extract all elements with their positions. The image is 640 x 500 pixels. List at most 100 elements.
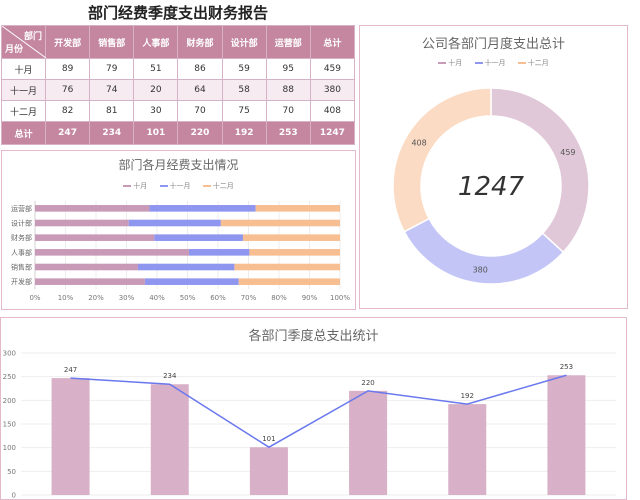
bar-segment — [128, 219, 221, 227]
expense-table: 部门 月份 开发部 销售部 人事部 财务部 设计部 运营部 总计 十月 89 7… — [1, 25, 356, 145]
legend-swatch — [202, 185, 211, 187]
legend-swatch — [517, 62, 526, 64]
donut-chart-panel: 公司各部门月度支出总计 十月 十一月 十二月 459 380 408 1247 — [359, 25, 628, 309]
bar-segment — [35, 263, 138, 271]
legend-item: 十二月 — [517, 59, 549, 67]
table-cell: 459 — [309, 58, 356, 80]
stacked-chart-title: 部门各月经费支出情况 — [118, 158, 239, 172]
corner-month-label: 月份 — [5, 45, 24, 55]
data-label: 234 — [163, 372, 177, 380]
bar-segment — [35, 205, 150, 212]
column-header: 财务部 — [177, 25, 223, 59]
bar-segment — [35, 249, 190, 256]
bar — [150, 384, 189, 495]
legend-item: 十月 — [438, 59, 462, 67]
table-corner-cell: 部门 月份 — [1, 25, 47, 59]
table-cell: 70 — [177, 100, 223, 122]
donut-chart-legend: 十月 十一月 十二月 — [360, 58, 627, 68]
bar — [547, 375, 586, 495]
column-header: 销售部 — [89, 25, 135, 59]
table-cell: 89 — [44, 58, 91, 80]
slice-value-label: 459 — [560, 148, 575, 157]
y-tick-label: 50 — [7, 468, 16, 476]
stacked-chart-legend: 十月 十一月 十二月 — [2, 181, 355, 191]
x-tick-label: 40% — [149, 294, 165, 302]
table-cell: 64 — [177, 79, 223, 101]
table-cell: 74 — [89, 79, 135, 101]
bar-segment — [238, 278, 340, 285]
legend-label: 十月 — [448, 59, 463, 67]
legend-item: 十一月 — [159, 182, 191, 190]
bar-segment — [234, 263, 340, 271]
x-tick-label: 30% — [119, 294, 135, 302]
y-tick-label: 运营部 — [11, 204, 32, 213]
donut-slice — [490, 87, 590, 254]
bar — [51, 378, 90, 495]
x-tick-label: 90% — [302, 294, 318, 302]
legend-label: 十月 — [133, 182, 148, 190]
legend-label: 十二月 — [527, 59, 549, 67]
series-line — [70, 374, 567, 449]
bar — [349, 390, 388, 495]
table-header-row: 部门 月份 开发部 销售部 人事部 财务部 设计部 运营部 总计 — [1, 25, 356, 59]
bar-segment — [242, 234, 340, 241]
table-cell: 86 — [177, 58, 223, 80]
y-tick-label: 财务部 — [11, 233, 32, 242]
row-label: 总计 — [1, 121, 46, 145]
bar-segment — [35, 278, 145, 285]
row-label: 十二月 — [1, 100, 46, 122]
y-tick-label: 200 — [3, 397, 16, 405]
table-cell: 408 — [309, 100, 356, 122]
legend-item: 十月 — [123, 182, 147, 190]
legend-item: 十二月 — [202, 182, 234, 190]
donut-chart: 459 380 408 1247 — [392, 87, 590, 285]
bar — [249, 447, 288, 495]
data-label: 101 — [262, 435, 275, 443]
table-cell: 101 — [133, 121, 179, 145]
monthly-stacked-chart-panel: 部门各月经费支出情况 十月 十一月 十二月 0% 10% 20% 30% 40% 50% 6… — [1, 150, 356, 310]
x-tick-label: 60% — [210, 294, 226, 302]
legend-label: 十二月 — [212, 182, 234, 190]
data-label: 220 — [361, 379, 374, 387]
x-tick-label: 70% — [241, 294, 257, 302]
bar-segment — [249, 249, 340, 256]
bar-segment — [189, 249, 250, 256]
table-total-row: 总计 247 234 101 220 192 253 1247 — [1, 121, 356, 145]
corner-diagonal — [1, 25, 47, 59]
y-tick-label: 150 — [3, 421, 16, 429]
slice-value-label: 408 — [411, 139, 426, 148]
quarterly-total-chart-panel: 各部门季度总支出统计 0 50 100 150 200 250 300 247 234 101 22… — [0, 317, 627, 500]
table-cell: 234 — [89, 121, 135, 145]
bar — [448, 404, 487, 495]
legend-label: 十一月 — [169, 182, 191, 190]
column-header: 人事部 — [133, 25, 179, 59]
data-label: 247 — [64, 366, 77, 374]
y-tick-label: 设计部 — [11, 219, 32, 228]
y-tick-label: 100 — [3, 444, 16, 452]
x-tick-label: 50% — [180, 294, 196, 302]
legend-swatch — [474, 62, 483, 64]
table-cell: 79 — [89, 58, 135, 80]
column-header: 运营部 — [265, 25, 311, 59]
bar-segment — [35, 234, 155, 241]
table-row: 十一月 76 74 20 64 58 88 380 — [1, 79, 356, 101]
row-label: 十一月 — [1, 79, 46, 101]
y-tick-label: 300 — [3, 350, 16, 358]
y-tick-label: 销售部 — [11, 263, 32, 272]
bar-segment — [137, 263, 235, 271]
table-cell: 81 — [89, 100, 135, 122]
donut-chart-title: 公司各部门月度支出总计 — [421, 37, 565, 52]
combo-bar-line-chart: 0 50 100 150 200 250 300 247 234 101 220 192 253 — [3, 350, 616, 500]
x-tick-label: 20% — [88, 294, 104, 302]
table-cell: 59 — [221, 58, 267, 80]
legend-swatch — [438, 62, 447, 64]
column-header: 开发部 — [44, 25, 91, 59]
table-cell: 380 — [309, 79, 356, 101]
table-cell: 1247 — [309, 121, 356, 145]
table-cell: 253 — [265, 121, 311, 145]
legend-swatch — [123, 185, 132, 187]
legend-swatch — [159, 185, 168, 187]
report-title: 部门经费季度支出财务报告 — [87, 4, 268, 22]
y-tick-label: 人事部 — [11, 248, 32, 257]
bar-segment — [149, 205, 256, 212]
